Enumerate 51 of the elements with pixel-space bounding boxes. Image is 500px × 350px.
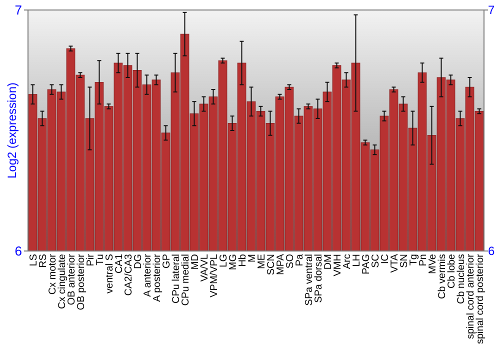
x-tick-label: VMH: [332, 254, 344, 276]
x-tick-label: IC: [380, 254, 391, 264]
x-tick-label: spinal cord posterior: [474, 253, 486, 344]
x-tick-label: Pa: [294, 254, 306, 266]
x-tick-label: PAG: [360, 254, 372, 274]
x-tick-label: CPu medial: [180, 254, 192, 306]
x-tick-label: MVe: [427, 254, 438, 274]
x-tick-label: Cx cingulate: [56, 254, 68, 310]
x-tick-label: CA2/CA3: [123, 254, 134, 296]
x-tick-label: OB posterior: [76, 253, 87, 310]
x-tick-label: SO: [284, 254, 296, 268]
x-tick-label: VTA: [389, 254, 400, 273]
x-tick-label: SPa dorsal: [313, 254, 324, 303]
x-tick-label: Cx motor: [47, 253, 58, 295]
x-tick-label: RS: [38, 254, 49, 268]
x-tick-label: Pn: [418, 254, 429, 266]
x-tick-label: Cb lobe: [446, 254, 458, 288]
y2-tick-label: 6: [488, 244, 495, 258]
x-tick-label: VPM/VPL: [208, 254, 220, 298]
x-tick-label: Pir: [85, 253, 96, 266]
x-tick-label: ME: [256, 254, 268, 269]
y-axis-title: Log2 (expression): [5, 82, 20, 179]
x-tick-label: Hb: [237, 254, 248, 267]
x-tick-label: Arc: [342, 254, 353, 269]
x-tick-label: CA1: [114, 254, 125, 274]
y2-tick-label: 7: [488, 3, 495, 18]
x-tick-label: VA/VL: [199, 254, 210, 282]
x-tick-label: spinal cord anterior: [465, 253, 476, 340]
x-tick-label: DG: [132, 254, 144, 269]
x-tick-label: CPu lateral: [170, 254, 182, 304]
x-tick-label: GP: [161, 254, 172, 268]
x-tick-label: Cb nucleus: [456, 254, 467, 304]
x-tick-label: LG: [218, 254, 230, 268]
x-tick-label: SPa ventral: [304, 254, 315, 306]
x-tick-label: SCN: [266, 254, 277, 276]
x-tick-label: Cb vermis: [436, 254, 448, 300]
x-tick-label: SN: [398, 254, 410, 268]
x-tick-label: DM: [322, 254, 334, 270]
x-tick-label: LH: [351, 254, 362, 267]
x-tick-label: OB anterior: [66, 253, 78, 306]
x-tick-label: ventral S: [104, 254, 116, 294]
x-tick-label: A posterior: [152, 253, 163, 302]
x-tick-label: Tu: [94, 254, 106, 266]
x-tick-label: SC: [370, 254, 382, 268]
x-tick-label: MD: [190, 254, 201, 270]
x-tick-label: LS: [28, 254, 40, 266]
x-tick-label: Tg: [408, 254, 420, 266]
x-tick-label: MG: [228, 254, 239, 270]
x-tick-label: MPA: [275, 254, 286, 275]
x-tick-label: A anterior: [142, 253, 154, 297]
x-tick-label: M: [246, 254, 258, 262]
